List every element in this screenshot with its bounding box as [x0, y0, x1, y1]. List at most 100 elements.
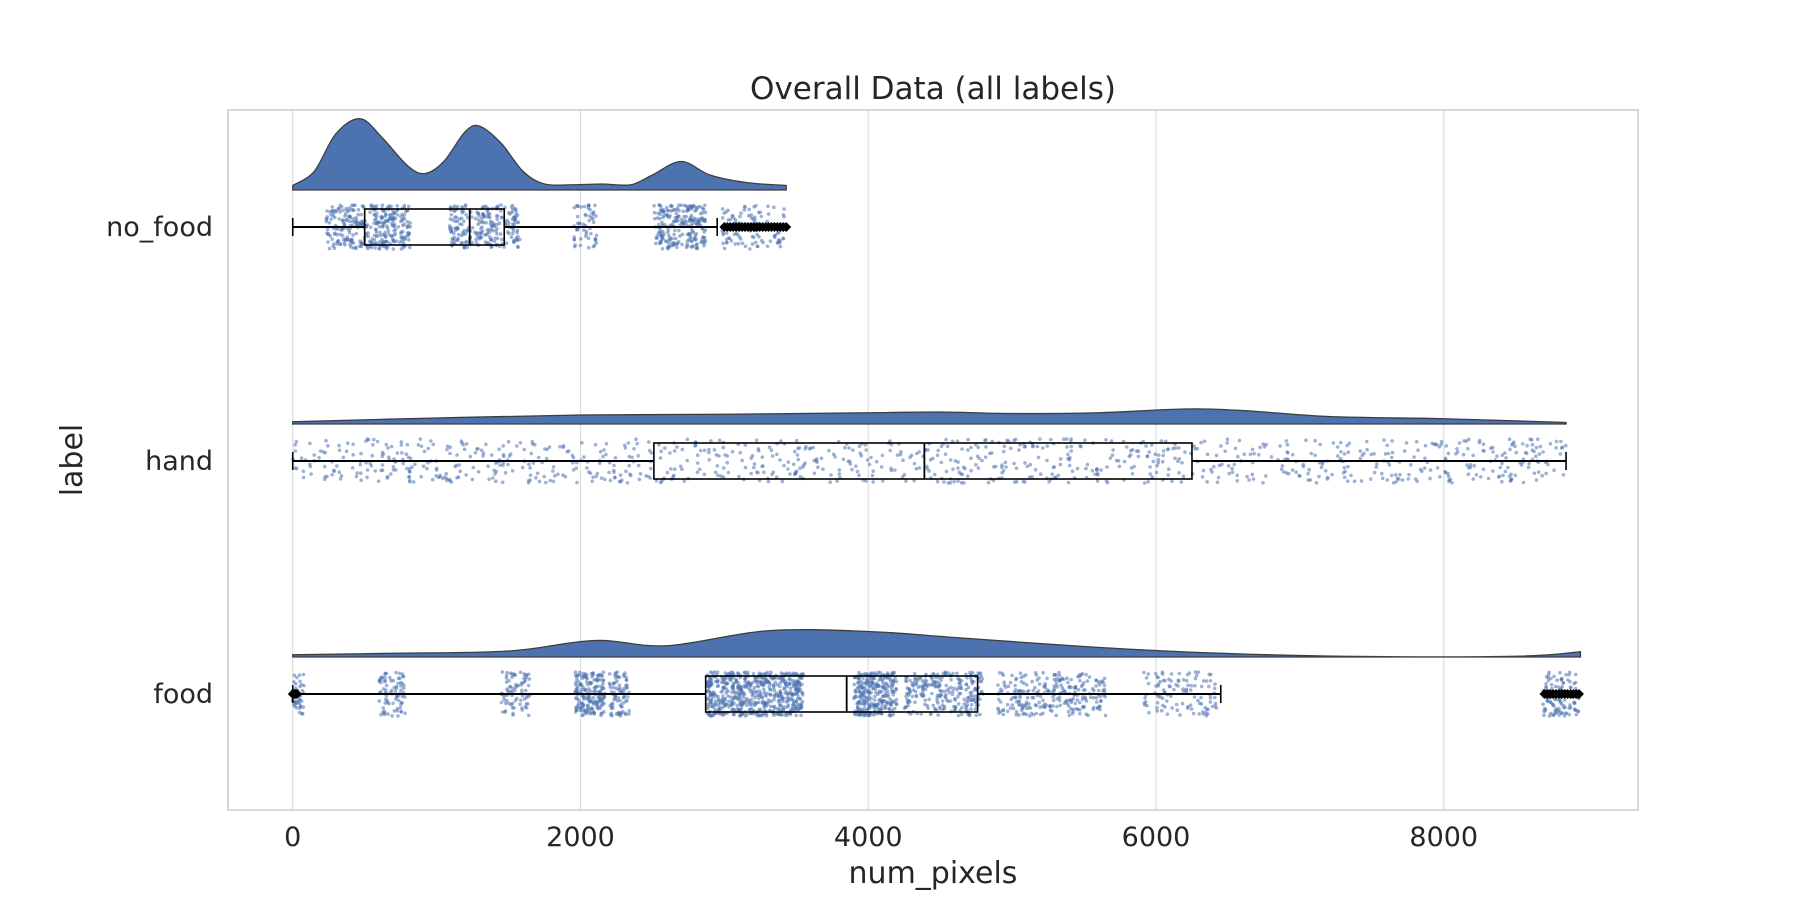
- strip-point: [470, 215, 474, 219]
- strip-point: [524, 675, 529, 679]
- strip-point: [867, 462, 872, 467]
- strip-point: [760, 695, 764, 700]
- strip-point: [1169, 672, 1174, 676]
- strip-point: [1380, 471, 1384, 476]
- density-cloud: [292, 408, 1567, 425]
- strip-point: [1073, 701, 1078, 706]
- strip-point: [1390, 439, 1394, 443]
- strip-point: [582, 455, 586, 459]
- strip-point: [364, 439, 368, 443]
- strip-point: [754, 438, 759, 443]
- strip-point: [501, 444, 506, 448]
- strip-point: [796, 457, 801, 462]
- strip-point: [747, 207, 751, 212]
- strip-point: [819, 456, 824, 461]
- strip-point: [586, 710, 590, 715]
- strip-point: [1200, 475, 1205, 479]
- strip-point: [974, 463, 978, 467]
- strip-point: [1003, 460, 1008, 465]
- strip-point: [523, 679, 527, 684]
- strip-point: [418, 437, 423, 441]
- strip-point: [461, 230, 465, 235]
- strip-point: [464, 473, 468, 477]
- strip-point: [1067, 698, 1071, 703]
- strip-point: [360, 242, 365, 247]
- strip-point: [1145, 454, 1150, 459]
- strip-point: [611, 685, 616, 690]
- strip-point: [1372, 452, 1376, 456]
- strip-point: [1530, 437, 1534, 442]
- strip-point: [481, 451, 486, 456]
- strip-point: [1090, 687, 1095, 691]
- strip-point: [330, 205, 335, 209]
- strip-point: [694, 243, 699, 247]
- strip-point: [720, 677, 725, 682]
- strip-point: [591, 695, 596, 700]
- strip-point: [1500, 461, 1504, 466]
- strip-point: [998, 709, 1003, 714]
- strip-point: [449, 240, 454, 245]
- strip-point: [601, 685, 605, 690]
- strip-point: [434, 468, 439, 472]
- strip-point: [1197, 712, 1201, 716]
- strip-point: [1173, 446, 1178, 450]
- strip-point: [1251, 477, 1256, 481]
- strip-point: [662, 213, 666, 218]
- category-label: food: [153, 679, 213, 710]
- strip-point: [522, 672, 526, 676]
- strip-point: [529, 451, 534, 456]
- strip-point: [1385, 443, 1389, 448]
- strip-point: [608, 703, 613, 708]
- strip-point: [402, 213, 407, 218]
- strip-point: [723, 696, 727, 701]
- strip-point: [1069, 700, 1074, 704]
- strip-point: [598, 449, 603, 454]
- strip-point: [781, 236, 785, 241]
- strip-point: [407, 231, 411, 235]
- strip-point: [1024, 712, 1029, 717]
- strip-point: [601, 682, 605, 686]
- strip-point: [430, 477, 435, 482]
- boxplot: [291, 442, 1567, 480]
- strip-point: [828, 480, 832, 485]
- strip-point: [397, 671, 402, 676]
- strip-point: [301, 469, 306, 474]
- strip-point: [464, 239, 469, 244]
- strip-point: [380, 225, 385, 229]
- strip-point: [744, 703, 749, 708]
- strip-point: [1208, 696, 1213, 700]
- strip-point: [983, 438, 987, 443]
- strip-point: [688, 234, 692, 239]
- strip-point: [1153, 672, 1158, 676]
- strip-point: [574, 466, 579, 471]
- strip-point: [381, 706, 386, 710]
- strip-point: [943, 452, 948, 457]
- strip-point: [328, 234, 333, 238]
- strip-point: [619, 689, 624, 693]
- strip-point: [947, 690, 952, 695]
- strip-point: [590, 675, 594, 679]
- strip-point: [786, 467, 790, 471]
- strip-point: [672, 241, 676, 245]
- strip-point: [1066, 709, 1071, 714]
- strip-point: [741, 701, 746, 705]
- strip-point: [772, 697, 776, 702]
- strip-point: [468, 454, 473, 459]
- strip-point: [449, 230, 453, 234]
- strip-point: [479, 231, 483, 236]
- strip-point: [1185, 673, 1190, 677]
- strip-point: [516, 244, 520, 249]
- strip-point: [1130, 472, 1135, 476]
- strip-point: [880, 703, 884, 707]
- strip-point: [373, 246, 378, 250]
- strip-point: [1513, 473, 1518, 478]
- strip-point: [508, 671, 513, 675]
- strip-point: [727, 236, 732, 241]
- strip-point: [742, 205, 747, 209]
- strip-point: [780, 705, 785, 709]
- strip-point: [777, 230, 781, 235]
- strip-point: [1022, 681, 1026, 685]
- strip-point: [848, 459, 852, 464]
- strip-point: [572, 205, 577, 210]
